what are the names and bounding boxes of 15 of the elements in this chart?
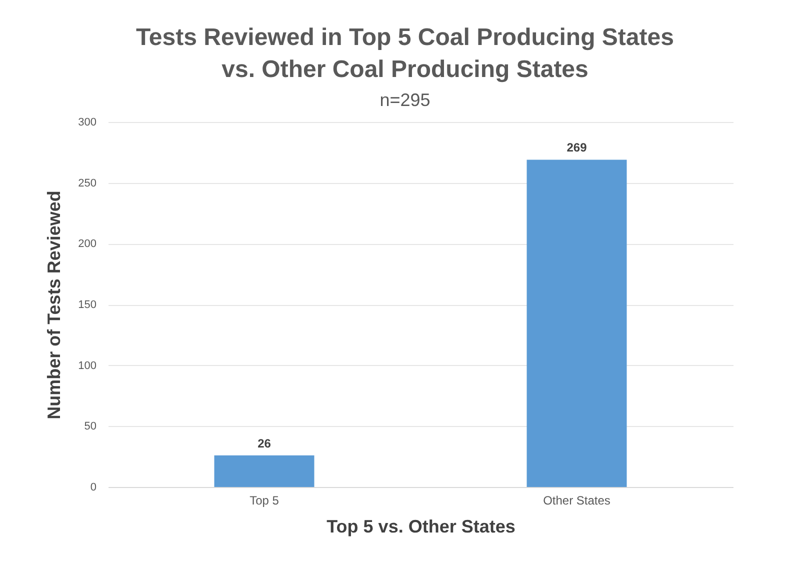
y-tick-label: 300	[78, 116, 96, 128]
data-label: 26	[258, 436, 272, 450]
y-tick-label: 50	[84, 420, 96, 433]
y-tick-label: 250	[78, 177, 96, 190]
data-label: 269	[566, 140, 588, 155]
chart-subtitle: n=295	[378, 90, 432, 111]
chart-title: Tests Reviewed in Top 5 Coal Producing States vs. Other Coal Producing States	[135, 23, 675, 85]
x-axis-title: Top 5 vs. Other States	[326, 516, 516, 536]
y-tick-label: 0	[90, 482, 96, 494]
y-axis-title: Number of Tests Reviewed	[44, 190, 64, 420]
x-tick-label: Top 5	[250, 494, 280, 508]
y-tick-label: 100	[78, 360, 96, 372]
x-tick-label: Other States	[543, 494, 610, 508]
y-tick-label: 150	[78, 299, 96, 311]
y-tick-label: 200	[78, 238, 96, 250]
